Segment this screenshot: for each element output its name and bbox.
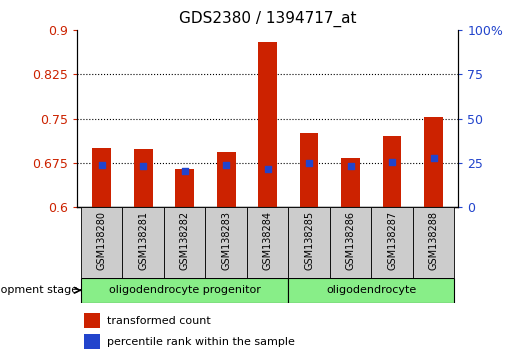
Text: GSM138288: GSM138288 <box>429 211 438 270</box>
Bar <box>247 207 288 278</box>
Point <box>263 166 272 172</box>
Bar <box>330 207 372 278</box>
Bar <box>341 158 360 207</box>
Text: GSM138284: GSM138284 <box>263 211 272 270</box>
Text: oligodendrocyte progenitor: oligodendrocyte progenitor <box>109 285 261 295</box>
Bar <box>372 207 413 278</box>
Bar <box>424 118 443 207</box>
Point <box>222 162 231 168</box>
Bar <box>122 207 164 278</box>
Text: GSM138282: GSM138282 <box>180 211 190 270</box>
Point <box>180 168 189 173</box>
Text: percentile rank within the sample: percentile rank within the sample <box>108 337 295 347</box>
Bar <box>288 207 330 278</box>
Text: GSM138280: GSM138280 <box>97 211 107 270</box>
Point <box>429 155 438 160</box>
Bar <box>288 278 454 303</box>
Bar <box>81 278 288 303</box>
Bar <box>134 149 153 207</box>
Bar <box>413 207 454 278</box>
Bar <box>383 136 401 207</box>
Text: GSM138286: GSM138286 <box>346 211 356 270</box>
Bar <box>92 148 111 207</box>
Text: transformed count: transformed count <box>108 316 211 326</box>
Bar <box>84 334 100 349</box>
Text: GSM138287: GSM138287 <box>387 211 397 270</box>
Point <box>139 163 147 169</box>
Text: GSM138281: GSM138281 <box>138 211 148 270</box>
Point <box>305 160 313 166</box>
Bar <box>175 169 194 207</box>
Point <box>98 162 106 167</box>
Text: development stage: development stage <box>0 285 81 295</box>
Text: GSM138283: GSM138283 <box>221 211 231 270</box>
Bar <box>164 207 206 278</box>
Text: oligodendrocyte: oligodendrocyte <box>326 285 417 295</box>
Bar <box>206 207 247 278</box>
Title: GDS2380 / 1394717_at: GDS2380 / 1394717_at <box>179 11 356 27</box>
Bar <box>258 42 277 207</box>
Point <box>347 164 355 169</box>
Bar <box>84 313 100 328</box>
Bar <box>217 152 235 207</box>
Point <box>388 159 396 165</box>
Bar <box>81 207 122 278</box>
Text: GSM138285: GSM138285 <box>304 211 314 270</box>
Bar <box>300 133 319 207</box>
